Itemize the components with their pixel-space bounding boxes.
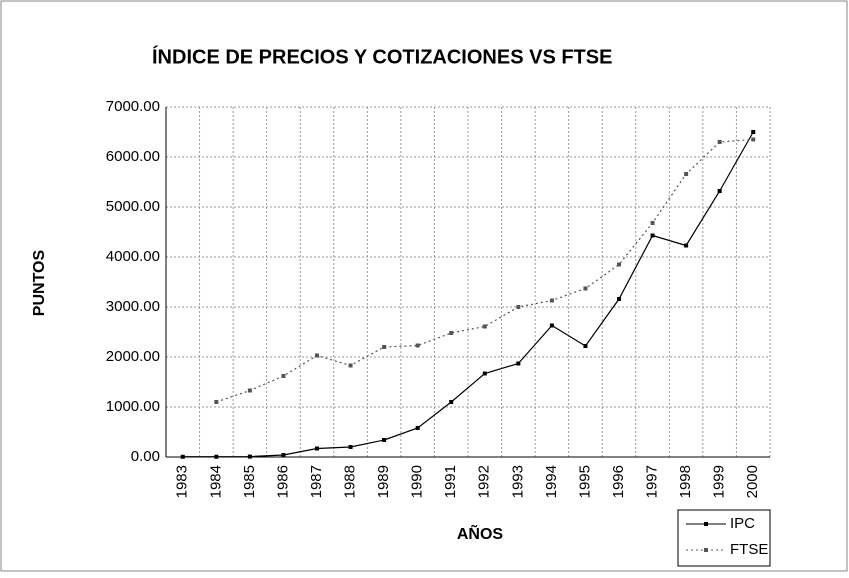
point <box>482 324 487 329</box>
point <box>516 361 521 366</box>
x-tick-label: 1997 <box>644 465 661 498</box>
x-tick-label: 1990 <box>409 465 426 498</box>
point <box>449 400 454 404</box>
y-tick-label: 1000.00 <box>106 398 160 415</box>
point <box>214 400 219 404</box>
y-tick-label: 5000.00 <box>106 198 160 215</box>
point <box>315 446 319 451</box>
point <box>281 453 286 457</box>
x-tick-label: 1998 <box>677 465 694 498</box>
x-tick-label: 1989 <box>375 465 392 498</box>
y-axis-label: PUNTOS <box>31 249 48 316</box>
x-axis-label: AÑOS <box>457 523 504 543</box>
point <box>415 426 420 430</box>
point <box>583 286 588 291</box>
legend-label: FTSE <box>730 541 768 558</box>
point <box>482 371 487 376</box>
y-tick-label: 7000.00 <box>106 98 160 115</box>
point <box>180 454 185 459</box>
x-tick-label: 1987 <box>308 465 325 498</box>
point <box>281 374 286 378</box>
point <box>684 243 689 248</box>
y-tick-label: 3000.00 <box>106 298 160 315</box>
point <box>583 344 588 348</box>
x-tick-label: 1984 <box>207 465 224 498</box>
series-line <box>182 131 754 458</box>
y-tick-label: 2000.00 <box>106 348 160 365</box>
point <box>751 137 756 142</box>
point <box>617 262 621 267</box>
x-tick-label: 1996 <box>610 465 627 498</box>
point <box>549 323 554 328</box>
x-tick-label: 1983 <box>174 465 191 498</box>
y-tick-label: 6000.00 <box>106 148 160 165</box>
point <box>348 363 353 368</box>
x-tick-label: 1985 <box>241 465 258 498</box>
point <box>382 345 387 349</box>
point <box>315 353 319 358</box>
x-tick-label: 1993 <box>509 465 526 498</box>
point <box>382 438 387 442</box>
point <box>516 305 521 309</box>
chart-title: ÍNDICE DE PRECIOS Y COTIZACIONES VS FTSE <box>152 45 612 68</box>
point <box>449 331 454 335</box>
point <box>617 297 621 301</box>
point <box>751 130 756 134</box>
x-tick-label: 1995 <box>576 465 593 498</box>
legend-label: IPC <box>730 515 755 532</box>
x-tick-label: 1991 <box>442 465 459 498</box>
x-tick-label: 1999 <box>711 465 728 498</box>
point <box>348 445 353 449</box>
x-tick-label: 1988 <box>342 465 359 498</box>
point <box>717 189 722 193</box>
x-tick-label: 1986 <box>274 465 291 498</box>
point <box>717 140 722 144</box>
legend-box <box>677 509 771 567</box>
point <box>549 298 554 303</box>
series-line <box>216 138 754 403</box>
point <box>650 221 655 225</box>
point <box>247 388 252 393</box>
x-tick-label: 2000 <box>744 465 761 498</box>
legend-marker <box>704 522 708 526</box>
point <box>415 343 420 348</box>
point <box>214 454 219 459</box>
x-tick-label: 1994 <box>543 465 560 498</box>
point <box>247 454 252 459</box>
x-tick-label: 1992 <box>476 465 493 498</box>
point <box>650 233 655 238</box>
y-tick-label: 4000.00 <box>106 248 160 265</box>
point <box>684 172 689 176</box>
legend-marker <box>704 548 708 552</box>
y-tick-label: 0.00 <box>131 448 160 465</box>
